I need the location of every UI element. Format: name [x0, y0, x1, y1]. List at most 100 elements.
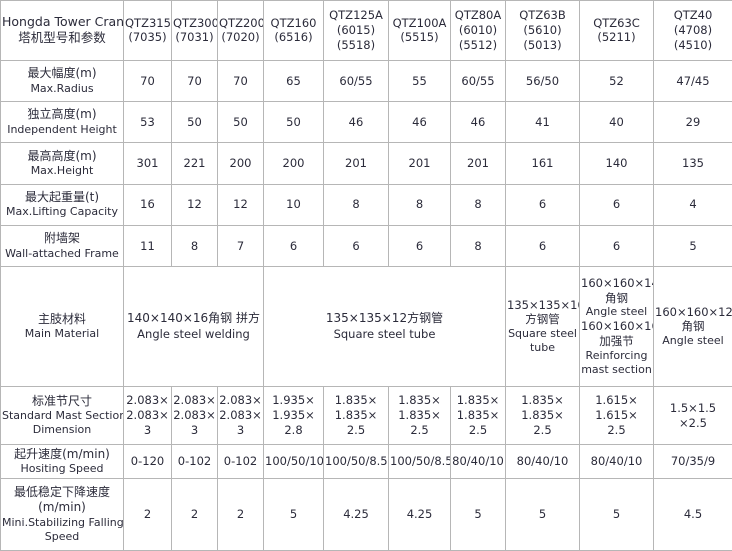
- material-spec-cn: 角钢: [605, 290, 628, 305]
- cell: 46: [323, 101, 389, 144]
- row-label-cn: 附墙架: [43, 231, 80, 246]
- cell: 40: [579, 101, 654, 144]
- material-spec-cn: 160×160×12: [655, 304, 732, 319]
- row-label-en: Main Material: [24, 327, 100, 341]
- cell: 52: [579, 59, 654, 103]
- material-spec-en: tube: [529, 341, 556, 355]
- model-code-8-0: (5211): [597, 30, 636, 45]
- cell: 100/50/8.5: [323, 444, 389, 479]
- model-name-6: QTZ80A: [454, 8, 502, 23]
- cell: 46: [388, 101, 451, 144]
- cell: 6: [505, 224, 580, 268]
- cell: 0-120: [123, 444, 172, 479]
- cell: 10: [263, 183, 324, 226]
- cell: 301: [123, 142, 172, 185]
- material-spec-en: Reinforcing: [585, 348, 648, 362]
- material-spec-en: Angle steel: [585, 305, 648, 319]
- cell: 60/55: [450, 59, 506, 103]
- cell: 55: [388, 59, 451, 103]
- material-spec-en: mast section: [581, 362, 652, 376]
- row-label-cn: 独立高度(m): [27, 107, 97, 122]
- model-code-9-0: (4708): [673, 23, 713, 38]
- table-corner-header: Hongda Tower Crane 塔机型号和参数: [0, 0, 124, 61]
- row-label-max-lifting-capacity: 最大起重量(t) Max.Lifting Capacity: [0, 183, 124, 226]
- material-spec-cn: 160×160×16: [581, 319, 654, 334]
- row-label-cn: 起升速度(m/min): [14, 446, 110, 461]
- table-row: 最大幅度(m) Max.Radius 70 70 70 65 60/55 55 …: [0, 59, 732, 103]
- table-header-row: Hongda Tower Crane 塔机型号和参数 QTZ315 (7035)…: [0, 0, 732, 61]
- cell: 46: [450, 101, 506, 144]
- model-header-3: QTZ160 (6516): [263, 0, 324, 61]
- row-label-en: Mini.Stabilizing Falling: [2, 515, 124, 529]
- model-name-0: QTZ315: [125, 15, 171, 30]
- row-label-cn: 最低稳定下降速度: [13, 485, 110, 500]
- cell: 50: [217, 101, 264, 144]
- material-spec-en: Angle steel: [662, 334, 724, 348]
- row-label-max-radius: 最大幅度(m) Max.Radius: [0, 59, 124, 103]
- cell: 1.835× 1.835× 2.5: [323, 386, 389, 445]
- cell: 0-102: [171, 444, 218, 479]
- model-header-5: QTZ100A (5515): [388, 0, 451, 61]
- model-code-7-0: (5610): [523, 23, 562, 38]
- corner-label-en: Hongda Tower Crane: [2, 14, 124, 30]
- model-header-8: QTZ63C (5211): [579, 0, 654, 61]
- cell: 4.25: [323, 478, 389, 551]
- table-row-falling-speed: 最低稳定下降速度 (m/min) Mini.Stabilizing Fallin…: [0, 478, 732, 551]
- cell: 12: [171, 183, 218, 226]
- cell: 100/50/8.5: [388, 444, 451, 479]
- cell: 16: [123, 183, 172, 226]
- cell: 50: [171, 101, 218, 144]
- cell: 41: [505, 101, 580, 144]
- table-row: 附墙架 Wall-attached Frame 11 8 7 6 6 6 8 6…: [0, 224, 732, 268]
- material-spec-cn: 160×160×14: [581, 275, 654, 290]
- cell: 8: [323, 183, 389, 226]
- cell: 4.25: [388, 478, 451, 551]
- row-label-min-stabilizing-falling-speed: 最低稳定下降速度 (m/min) Mini.Stabilizing Fallin…: [0, 478, 124, 551]
- row-label-en: Max.Height: [30, 164, 94, 178]
- row-label-en: Hositing Speed: [20, 462, 104, 476]
- cell: 6: [579, 183, 654, 226]
- row-label-wall-attached-frame: 附墙架 Wall-attached Frame: [0, 224, 124, 268]
- row-label-cn: 标准节尺寸: [31, 393, 92, 408]
- row-label-hoisting-speed: 起升速度(m/min) Hositing Speed: [0, 444, 124, 479]
- cell: 6: [323, 224, 389, 268]
- cell: 8: [388, 183, 451, 226]
- table-row: 独立高度(m) Independent Height 53 50 50 50 4…: [0, 101, 732, 144]
- cell: 201: [388, 142, 451, 185]
- model-code-6-0: (6010): [458, 23, 498, 38]
- cell: 80/40/10: [579, 444, 654, 479]
- cell: 135: [653, 142, 732, 185]
- table-row: 最大起重量(t) Max.Lifting Capacity 16 12 12 1…: [0, 183, 732, 226]
- model-header-7: QTZ63B (5610) (5013): [505, 0, 580, 61]
- model-code-0-0: (7035): [128, 30, 167, 45]
- row-label-cn: 最大幅度(m): [27, 66, 97, 81]
- model-name-8: QTZ63C: [593, 15, 640, 30]
- material-spec-cn: 135×135×10: [507, 297, 580, 312]
- cell: 201: [450, 142, 506, 185]
- model-code-3-0: (6516): [274, 30, 313, 45]
- model-code-2-0: (7020): [221, 30, 260, 45]
- row-label-independent-height: 独立高度(m) Independent Height: [0, 101, 124, 144]
- material-spec-en: Square steel: [508, 327, 577, 341]
- row-label-en-2: Dimension: [32, 423, 92, 437]
- material-cell-angle-steel-welding: 140×140×16角钢 拼方 Angle steel welding: [123, 266, 264, 387]
- cell: 4: [653, 183, 732, 226]
- cell: 1.835× 1.835× 2.5: [505, 386, 580, 445]
- cell: 6: [263, 224, 324, 268]
- cell: 8: [450, 183, 506, 226]
- model-name-2: QTZ200: [219, 15, 264, 30]
- model-code-5-0: (5515): [400, 30, 439, 45]
- cell: 0-102: [217, 444, 264, 479]
- cell: 80/40/10: [450, 444, 506, 479]
- cell: 2.083× 2.083× 3: [217, 386, 264, 445]
- model-code-9-1: (4510): [673, 37, 713, 52]
- cell: 5: [450, 478, 506, 551]
- row-label-en: Max.Lifting Capacity: [6, 205, 118, 219]
- corner-label-cn: 塔机型号和参数: [18, 30, 106, 46]
- cell: 1.615× 1.615× 2.5: [579, 386, 654, 445]
- cell: 200: [217, 142, 264, 185]
- cell: 60/55: [323, 59, 389, 103]
- cell: 6: [505, 183, 580, 226]
- row-label-en: Independent Height: [7, 122, 117, 136]
